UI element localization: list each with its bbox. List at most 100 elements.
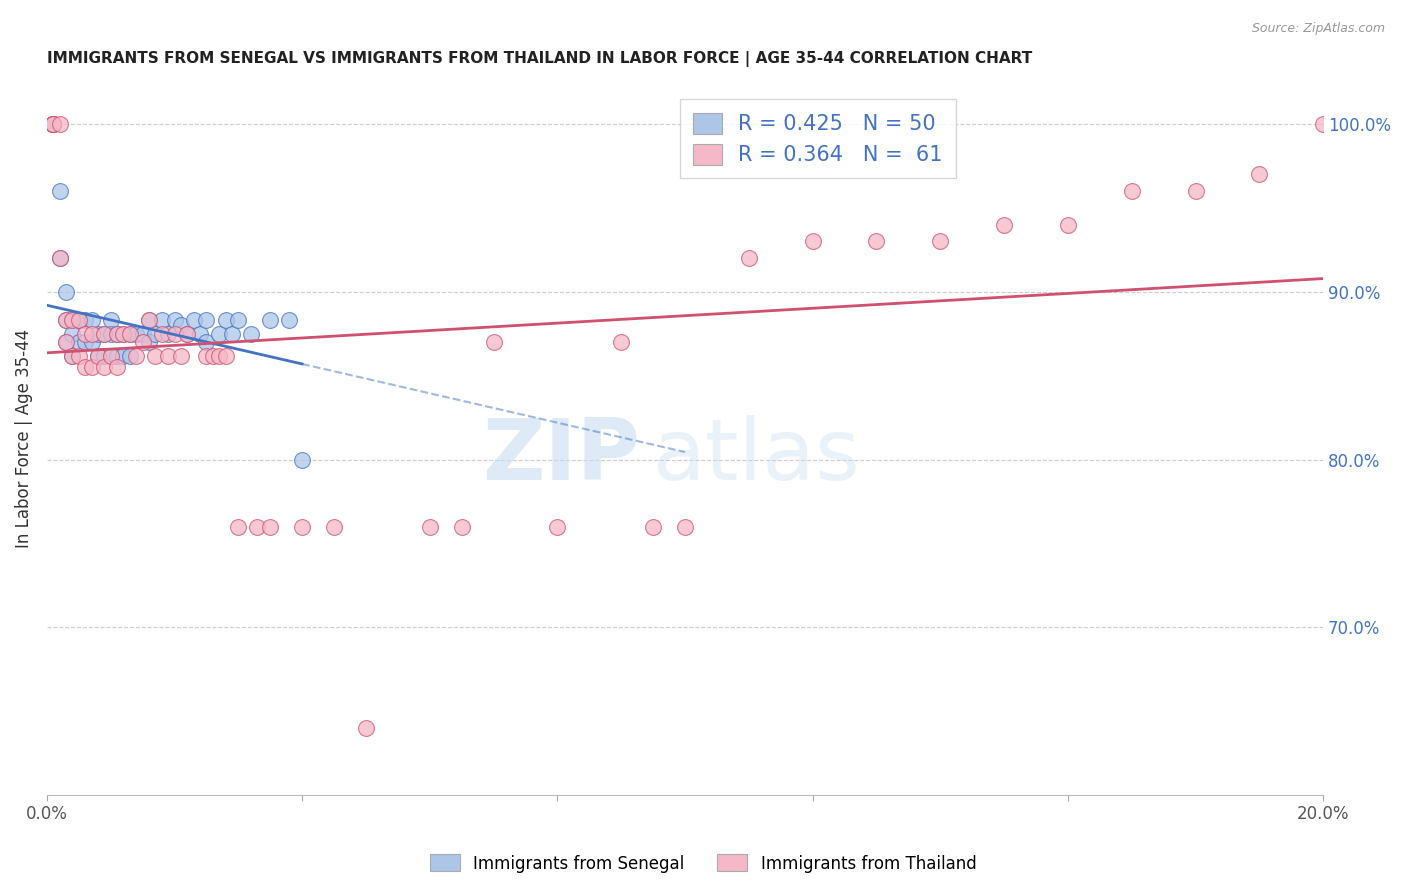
Point xyxy=(865,235,887,249)
Point xyxy=(546,519,568,533)
Point xyxy=(195,335,218,350)
Point xyxy=(195,349,218,363)
Point xyxy=(150,326,173,341)
Point xyxy=(55,285,77,299)
Point xyxy=(188,326,211,341)
Point xyxy=(1312,117,1334,131)
Point xyxy=(801,235,824,249)
Legend: Immigrants from Senegal, Immigrants from Thailand: Immigrants from Senegal, Immigrants from… xyxy=(423,847,983,880)
Point xyxy=(67,313,90,327)
Legend: R = 0.425   N = 50, R = 0.364   N =  61: R = 0.425 N = 50, R = 0.364 N = 61 xyxy=(679,99,956,178)
Point xyxy=(55,335,77,350)
Point xyxy=(1184,184,1206,198)
Point xyxy=(138,313,160,327)
Point xyxy=(100,313,122,327)
Point xyxy=(125,349,148,363)
Point xyxy=(150,313,173,327)
Point xyxy=(195,313,218,327)
Point xyxy=(993,218,1015,232)
Point xyxy=(75,313,97,327)
Point xyxy=(48,252,70,266)
Point xyxy=(246,519,269,533)
Point xyxy=(145,349,167,363)
Point xyxy=(67,313,90,327)
Point xyxy=(176,326,198,341)
Point xyxy=(118,349,141,363)
Point xyxy=(240,326,263,341)
Text: atlas: atlas xyxy=(654,415,860,498)
Point xyxy=(291,519,314,533)
Point xyxy=(673,519,696,533)
Point xyxy=(214,313,236,327)
Point xyxy=(100,349,122,363)
Point xyxy=(105,349,128,363)
Point xyxy=(291,452,314,467)
Point xyxy=(112,326,135,341)
Point xyxy=(208,326,231,341)
Point xyxy=(62,326,84,341)
Point xyxy=(100,349,122,363)
Point xyxy=(228,313,250,327)
Point xyxy=(323,519,346,533)
Point xyxy=(75,360,97,375)
Point xyxy=(42,117,65,131)
Point xyxy=(87,326,110,341)
Point xyxy=(176,326,198,341)
Point xyxy=(201,349,224,363)
Point xyxy=(105,326,128,341)
Point xyxy=(55,335,77,350)
Point xyxy=(170,349,193,363)
Point xyxy=(67,335,90,350)
Point xyxy=(259,519,281,533)
Point xyxy=(80,335,103,350)
Point xyxy=(183,313,205,327)
Point xyxy=(450,519,472,533)
Point xyxy=(138,313,160,327)
Point xyxy=(208,349,231,363)
Point xyxy=(48,252,70,266)
Point xyxy=(221,326,243,341)
Point xyxy=(93,326,115,341)
Y-axis label: In Labor Force | Age 35-44: In Labor Force | Age 35-44 xyxy=(15,329,32,549)
Point xyxy=(118,326,141,341)
Point xyxy=(170,318,193,333)
Point xyxy=(87,349,110,363)
Point xyxy=(643,519,665,533)
Point xyxy=(929,235,952,249)
Text: ZIP: ZIP xyxy=(482,415,640,498)
Point xyxy=(42,117,65,131)
Point xyxy=(62,313,84,327)
Point xyxy=(87,349,110,363)
Text: IMMIGRANTS FROM SENEGAL VS IMMIGRANTS FROM THAILAND IN LABOR FORCE | AGE 35-44 C: IMMIGRANTS FROM SENEGAL VS IMMIGRANTS FR… xyxy=(46,51,1032,67)
Point xyxy=(118,326,141,341)
Point xyxy=(100,326,122,341)
Point xyxy=(112,326,135,341)
Point xyxy=(131,335,153,350)
Point xyxy=(163,313,186,327)
Point xyxy=(228,519,250,533)
Point xyxy=(1249,168,1271,182)
Point xyxy=(105,326,128,341)
Point xyxy=(157,326,180,341)
Point xyxy=(48,184,70,198)
Point xyxy=(105,360,128,375)
Point xyxy=(80,313,103,327)
Point xyxy=(157,349,180,363)
Point xyxy=(482,335,505,350)
Point xyxy=(259,313,281,327)
Point xyxy=(55,313,77,327)
Point xyxy=(55,313,77,327)
Point xyxy=(42,117,65,131)
Point xyxy=(93,360,115,375)
Point xyxy=(42,117,65,131)
Point xyxy=(75,335,97,350)
Point xyxy=(62,313,84,327)
Point xyxy=(125,326,148,341)
Point xyxy=(1057,218,1080,232)
Point xyxy=(80,360,103,375)
Point xyxy=(738,252,761,266)
Point xyxy=(62,349,84,363)
Point xyxy=(112,349,135,363)
Point xyxy=(138,335,160,350)
Point xyxy=(75,326,97,341)
